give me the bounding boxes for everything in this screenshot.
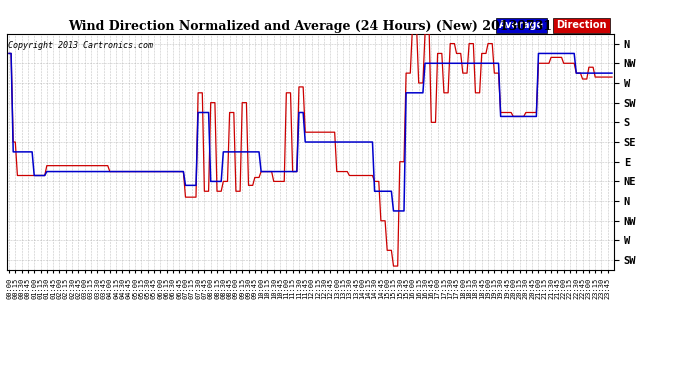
- Text: Copyright 2013 Cartronics.com: Copyright 2013 Cartronics.com: [8, 41, 152, 50]
- Title: Wind Direction Normalized and Average (24 Hours) (New) 20130731: Wind Direction Normalized and Average (2…: [68, 20, 553, 33]
- Text: Direction: Direction: [556, 21, 607, 30]
- Text: Average: Average: [499, 21, 544, 30]
